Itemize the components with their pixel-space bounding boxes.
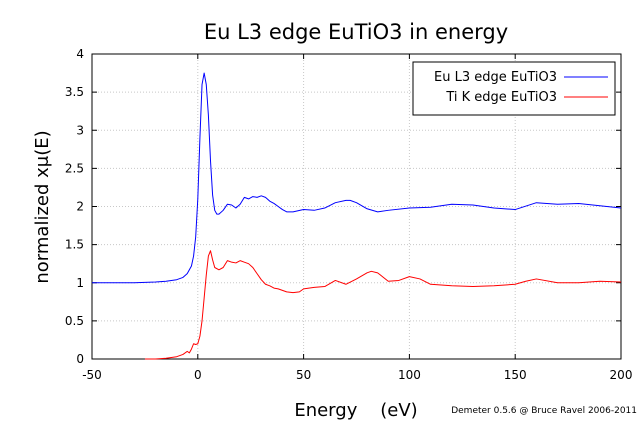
grid xyxy=(92,54,621,359)
x-tick-label: 100 xyxy=(398,368,421,382)
y-tick-label: 2 xyxy=(76,200,84,214)
x-tick-label: 0 xyxy=(194,368,202,382)
series-line-ti-k xyxy=(144,250,622,360)
y-tick-label: 2.5 xyxy=(65,161,84,175)
legend-label-eu: Eu L3 edge EuTiO3 xyxy=(434,70,557,85)
x-tick-label: 50 xyxy=(296,368,311,382)
y-axis-label: normalized xμ(E) xyxy=(32,130,53,283)
x-tick-label: 200 xyxy=(610,368,633,382)
x-axis-label: Energy (eV) xyxy=(294,400,417,421)
y-tick-label: 0 xyxy=(76,352,84,366)
y-tick-label: 3 xyxy=(76,123,84,137)
y-tick-label: 3.5 xyxy=(65,85,84,99)
x-tick-label: 150 xyxy=(504,368,527,382)
legend-box xyxy=(412,61,616,116)
x-tick-label: -50 xyxy=(82,368,102,382)
chart-title: Eu L3 edge EuTiO3 in energy xyxy=(204,20,508,44)
axis-ticks: -50 0 50 100 150 200 0 0.5 1 1.5 2 2.5 3 3.5 4 xyxy=(65,47,633,382)
series-layer xyxy=(92,72,622,360)
y-tick-label: 1.5 xyxy=(65,238,84,252)
y-tick-label: 4 xyxy=(76,47,84,61)
credit-text: Demeter 0.5.6 @ Bruce Ravel 2006-2011 xyxy=(451,406,637,416)
y-tick-label: 1 xyxy=(76,276,84,290)
y-tick-label: 0.5 xyxy=(65,314,84,328)
legend: Eu L3 edge EuTiO3 Ti K edge EuTiO3 xyxy=(412,61,616,116)
series-line-eu-l3 xyxy=(92,72,622,284)
legend-label-ti: Ti K edge EuTiO3 xyxy=(445,90,557,105)
